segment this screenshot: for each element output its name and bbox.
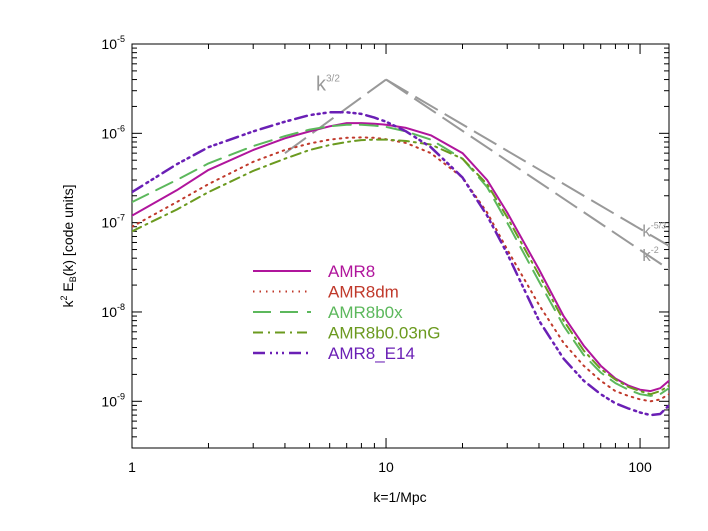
slope-annotation-base: k (642, 246, 651, 265)
y-tick-label: 10-8 (101, 302, 125, 320)
y-tick-label: 10-5 (101, 34, 125, 52)
legend-label: AMR8dm (328, 283, 399, 302)
y-axis-label-sub: B (68, 276, 78, 282)
slope-annotation: k3/2 (316, 74, 340, 96)
reference-line-k-2 (385, 78, 669, 271)
reference-lines (284, 78, 669, 271)
y-tick-label: 10-6 (101, 123, 125, 141)
series-line-amr8 (132, 122, 669, 393)
series-line-amr8-e14 (132, 111, 669, 417)
y-axis-label-sup: 2 (59, 296, 69, 301)
y-axis-label-k: k (60, 300, 76, 308)
legend-label: AMR8b0x (328, 303, 403, 322)
y-tick-label-base: 10 (101, 215, 117, 231)
slope-annotation: k-2 (642, 245, 659, 265)
y-axis-label-tail: (k) [code units] (60, 184, 76, 276)
legend-label: AMR8_E14 (328, 344, 415, 363)
slope-annotation-base: k (316, 74, 327, 96)
x-tick-label: 10 (378, 459, 394, 475)
legend-label: AMR8b0.03nG (328, 324, 440, 343)
x-axis-label: k=1/Mpc (373, 489, 426, 505)
y-tick-label-exp: -6 (117, 123, 125, 133)
slope-annotation-exp: 3/2 (326, 74, 340, 85)
legend-label: AMR8 (328, 262, 375, 281)
slope-annotations: k3/2k-5/3k-2 (316, 74, 666, 266)
y-tick-label: 10-9 (101, 391, 125, 409)
series-line-amr8dm (132, 136, 669, 403)
y-tick-label-exp: -8 (117, 302, 125, 312)
reference-line-k-5-3 (385, 78, 669, 247)
y-tick-label-base: 10 (101, 36, 117, 52)
y-axis-label: k2 EB(k) [code units] (59, 184, 78, 307)
y-axis-label-e: E (60, 282, 76, 295)
axis-ticks (131, 43, 669, 449)
series-line-amr8b0-03ng (132, 138, 669, 396)
y-tick-label-exp: -5 (117, 34, 125, 44)
x-tick-label: 100 (628, 459, 652, 475)
data-series (132, 111, 669, 417)
y-tick-label: 10-7 (101, 213, 125, 231)
y-tick-label-exp: -7 (117, 213, 125, 223)
slope-annotation-exp: -2 (651, 245, 659, 255)
plot-frame (131, 43, 670, 449)
x-tick-label: 1 (128, 459, 136, 475)
reference-line-k3-2 (284, 78, 387, 154)
series-line-amr8b0x (132, 123, 669, 397)
y-tick-label-base: 10 (101, 125, 117, 141)
slope-annotation-exp: -5/3 (651, 220, 667, 230)
slope-annotation: k-5/3 (642, 220, 666, 240)
slope-annotation-base: k (642, 221, 651, 240)
y-tick-label-base: 10 (101, 304, 117, 320)
y-tick-label-base: 10 (101, 393, 117, 409)
y-tick-label-exp: -9 (117, 391, 125, 401)
